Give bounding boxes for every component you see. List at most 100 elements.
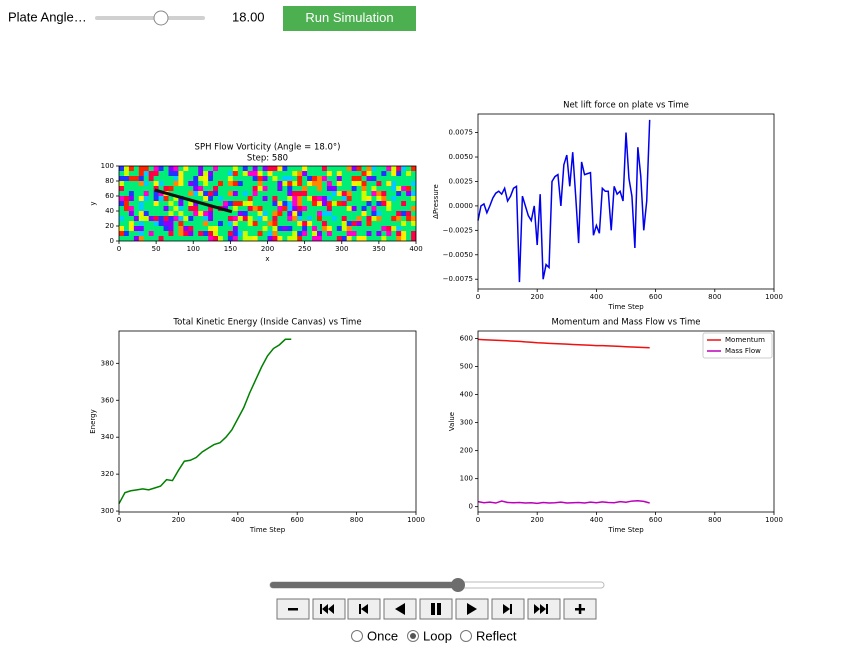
heatmap-cell — [203, 226, 209, 232]
heatmap-cell — [257, 206, 263, 212]
mode-radio[interactable]: Reflect — [460, 628, 517, 643]
y-tick-label: 500 — [460, 363, 473, 371]
heatmap-cell — [218, 211, 224, 217]
heatmap-cell — [297, 226, 303, 232]
heatmap-cell — [188, 221, 194, 227]
run-button[interactable]: Run Simulation — [283, 6, 416, 31]
slower-button[interactable] — [276, 598, 310, 620]
heatmap-cell — [351, 206, 357, 212]
heatmap-cell — [356, 226, 362, 232]
radio-circle[interactable] — [460, 630, 472, 642]
heatmap-cell — [307, 166, 313, 172]
heatmap-cell — [411, 216, 416, 222]
heatmap-cell — [307, 226, 313, 232]
heatmap-cell — [282, 211, 288, 217]
heatmap-cell — [193, 211, 199, 217]
heatmap-cell — [401, 211, 407, 217]
heatmap-cell — [168, 181, 174, 187]
heatmap-cell — [168, 216, 174, 222]
y-tick-label: 60 — [105, 192, 114, 200]
player-slider[interactable] — [269, 578, 605, 592]
prev-button[interactable] — [347, 598, 381, 620]
heatmap-cell — [376, 166, 382, 172]
x-tick-label: 800 — [708, 293, 721, 301]
y-tick-label: 100 — [460, 475, 473, 483]
heatmap-cell — [119, 231, 125, 237]
heatmap-cell — [208, 191, 214, 197]
heatmap-cell — [178, 221, 184, 227]
last-button[interactable] — [527, 598, 561, 620]
heatmap-cell — [148, 201, 154, 207]
heatmap-cell — [252, 226, 258, 232]
reverse-button[interactable] — [383, 598, 417, 620]
heatmap-cell — [247, 211, 253, 217]
heatmap-cell — [247, 176, 253, 182]
heatmap-cell — [222, 181, 229, 187]
heatmap-cell — [183, 176, 189, 182]
heatmap-cell — [262, 186, 268, 192]
heatmap-cell — [232, 216, 239, 222]
heatmap-cell — [341, 191, 347, 197]
heatmap-cell — [213, 221, 219, 227]
heatmap-cell — [277, 171, 283, 177]
heatmap-cell — [267, 216, 273, 222]
heatmap-cell — [326, 221, 333, 227]
heatmap-cell — [247, 221, 253, 227]
heatmap-cell — [208, 176, 214, 182]
heatmap-cell — [252, 166, 258, 172]
heatmap-cell — [133, 236, 140, 241]
heatmap-cell — [183, 191, 189, 197]
heatmap-cell — [371, 206, 377, 212]
heatmap-cell — [391, 206, 397, 212]
heatmap-cell — [158, 166, 164, 172]
heatmap-cell — [391, 186, 397, 192]
chart: Net lift force on plate vs Time 0 200 400 60… — [432, 101, 783, 312]
heatmap-cell — [391, 236, 397, 241]
play-button[interactable] — [455, 598, 489, 620]
heatmap-cell — [336, 226, 343, 232]
heatmap-cell — [366, 211, 372, 217]
heatmap-cell — [307, 206, 313, 212]
heatmap-cell — [356, 211, 362, 217]
heatmap-cell — [267, 231, 273, 237]
heatmap-cell — [391, 191, 397, 197]
heatmap-cell — [178, 206, 184, 212]
heatmap-cell — [128, 211, 135, 217]
mode-radio[interactable]: Once — [351, 628, 399, 643]
heatmap-cell — [361, 201, 367, 207]
heatmap-cell — [257, 196, 263, 202]
heatmap-cell — [183, 206, 189, 212]
heatmap-cell — [351, 181, 357, 187]
heatmap-cell — [361, 166, 367, 172]
heatmap-cell — [317, 191, 323, 197]
heatmap-cell — [351, 231, 357, 237]
heatmap-cell — [361, 176, 367, 182]
heatmap-cell — [267, 181, 273, 187]
heatmap-cell — [198, 216, 204, 222]
heatmap-cell — [213, 181, 219, 187]
heatmap-cell — [361, 191, 367, 197]
heatmap-cell — [341, 206, 347, 212]
data-line — [477, 119, 651, 283]
heatmap-cell — [227, 236, 234, 241]
next-button[interactable] — [491, 598, 525, 620]
pause-button[interactable] — [419, 598, 453, 620]
heatmap-cell — [198, 226, 204, 232]
heatmap-cell — [287, 181, 293, 187]
heatmap-cell — [123, 226, 130, 232]
x-tick-label: 100 — [187, 245, 200, 253]
faster-button[interactable] — [563, 598, 597, 620]
heatmap-cell — [361, 181, 367, 187]
heatmap-cell — [242, 181, 248, 187]
heatmap-cell — [232, 221, 239, 227]
heatmap-cell — [227, 196, 234, 202]
heatmap-cell — [158, 221, 164, 227]
heatmap-cell — [361, 216, 367, 222]
mode-radio[interactable]: Loop — [407, 628, 452, 643]
heatmap-cell — [163, 176, 169, 182]
heatmap-cell — [361, 231, 367, 237]
heatmap-cell — [138, 221, 145, 227]
angle-slider[interactable] — [95, 10, 205, 26]
first-button[interactable] — [312, 598, 346, 620]
radio-circle[interactable] — [351, 630, 363, 642]
